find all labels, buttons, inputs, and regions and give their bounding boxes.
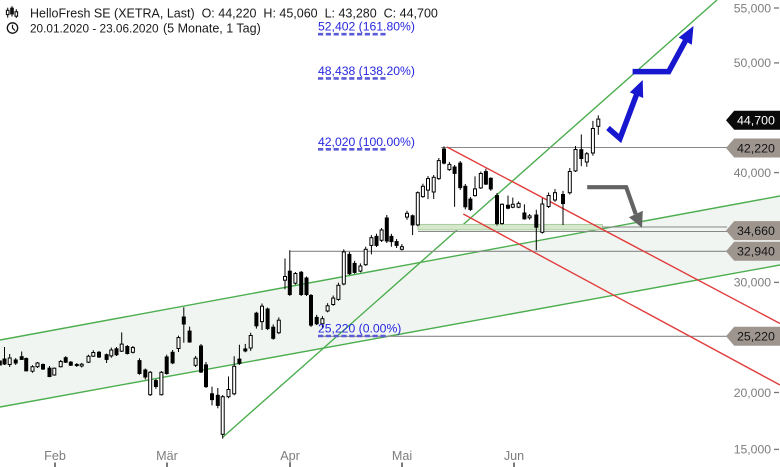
svg-text:HelloFresh SE (XETRA, Last) O: HelloFresh SE (XETRA, Last) O: 44,220 H:… xyxy=(30,7,438,21)
svg-text:25,220 (0.00%): 25,220 (0.00%) xyxy=(318,322,401,336)
svg-text:Mär: Mär xyxy=(156,449,178,463)
svg-text:40,000: 40,000 xyxy=(734,166,771,180)
svg-text:Mai: Mai xyxy=(392,449,412,463)
svg-text:50,000: 50,000 xyxy=(734,56,771,70)
svg-text:42,220: 42,220 xyxy=(737,141,775,155)
svg-text:Jun: Jun xyxy=(504,449,524,463)
svg-text:Feb: Feb xyxy=(44,449,66,463)
svg-text:42,020 (100.00%): 42,020 (100.00%) xyxy=(318,135,415,149)
svg-text:25,220: 25,220 xyxy=(737,330,775,344)
svg-text:34,660: 34,660 xyxy=(737,224,775,238)
svg-text:48,438 (138.20%): 48,438 (138.20%) xyxy=(318,64,415,78)
svg-text:20.01.2020 - 23.06.2020: 20.01.2020 - 23.06.2020 xyxy=(30,22,159,36)
svg-text:20,000: 20,000 xyxy=(734,386,771,400)
svg-text:52,402 (161.80%): 52,402 (161.80%) xyxy=(318,20,415,34)
svg-text:32,940: 32,940 xyxy=(737,245,775,259)
svg-text:44,700: 44,700 xyxy=(737,114,775,128)
svg-text:Apr: Apr xyxy=(280,449,300,463)
svg-text:30,000: 30,000 xyxy=(734,276,771,290)
svg-text:(5 Monate, 1 Tag): (5 Monate, 1 Tag) xyxy=(163,22,261,36)
svg-text:55,000: 55,000 xyxy=(734,1,771,15)
svg-text:15,000: 15,000 xyxy=(734,443,771,457)
